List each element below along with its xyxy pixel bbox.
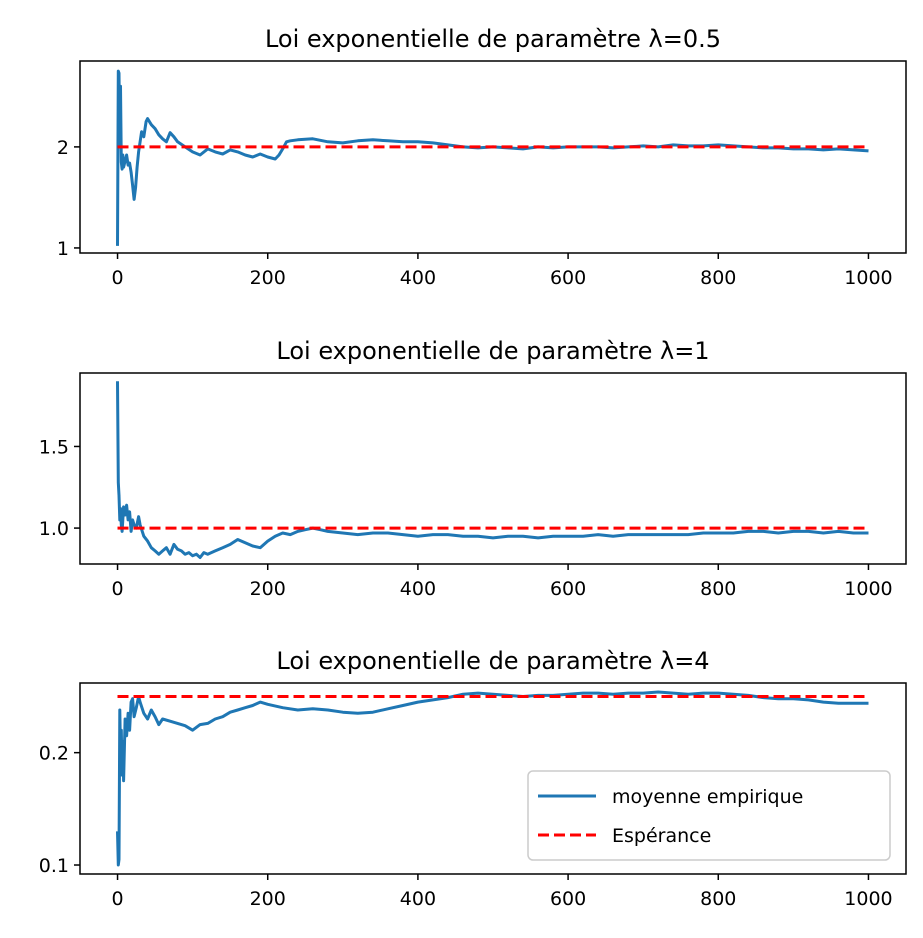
y-tick-label: 1.0 bbox=[39, 518, 69, 540]
x-tick-label: 0 bbox=[111, 578, 123, 600]
x-tick-label: 200 bbox=[250, 267, 286, 289]
x-tick-label: 1000 bbox=[844, 578, 892, 600]
empirical-mean-line bbox=[116, 690, 869, 867]
x-tick-label: 800 bbox=[700, 578, 736, 600]
y-tick-label: 0.2 bbox=[39, 743, 69, 765]
chart-title: Loi exponentielle de paramètre λ=4 bbox=[276, 647, 709, 675]
y-tick-label: 0.1 bbox=[39, 855, 69, 877]
x-tick-label: 600 bbox=[550, 267, 586, 289]
x-tick-label: 1000 bbox=[844, 267, 892, 289]
x-tick-label: 400 bbox=[400, 578, 436, 600]
chart-panel-3: 0 200 400 600 800 1000 0.1 0.2 Loi exponentielle… bbox=[39, 647, 907, 910]
axes-frame bbox=[79, 60, 907, 254]
legend: moyenne empirique Espérance bbox=[527, 770, 891, 861]
axes-frame bbox=[79, 682, 907, 875]
x-tick-label: 600 bbox=[550, 888, 586, 910]
empirical-mean-line bbox=[116, 381, 869, 559]
x-tick-label: 200 bbox=[250, 888, 286, 910]
y-tick-label: 1.5 bbox=[39, 436, 69, 458]
chart-panel-1: 0 200 400 600 800 1000 1 2 Loi exponentielle de … bbox=[57, 25, 907, 289]
x-tick-label: 600 bbox=[550, 578, 586, 600]
x-tick-label: 800 bbox=[700, 888, 736, 910]
legend-box bbox=[527, 770, 891, 861]
x-tick-label: 0 bbox=[111, 888, 123, 910]
y-tick-label: 2 bbox=[57, 137, 69, 159]
x-tick-label: 1000 bbox=[844, 888, 892, 910]
chart-panel-2: 0 200 400 600 800 1000 1.0 1.5 Loi exponentielle… bbox=[39, 337, 907, 600]
x-tick-label: 200 bbox=[250, 578, 286, 600]
chart-title: Loi exponentielle de paramètre λ=1 bbox=[276, 337, 709, 365]
y-tick-label: 1 bbox=[57, 238, 69, 260]
axes-frame bbox=[79, 372, 907, 565]
x-tick-label: 0 bbox=[111, 267, 123, 289]
chart-title: Loi exponentielle de paramètre λ=0.5 bbox=[265, 25, 721, 53]
legend-label-expectation: Espérance bbox=[612, 825, 711, 847]
x-tick-label: 400 bbox=[400, 888, 436, 910]
x-tick-label: 400 bbox=[400, 267, 436, 289]
x-tick-label: 800 bbox=[700, 267, 736, 289]
legend-label-series: moyenne empirique bbox=[612, 786, 803, 808]
